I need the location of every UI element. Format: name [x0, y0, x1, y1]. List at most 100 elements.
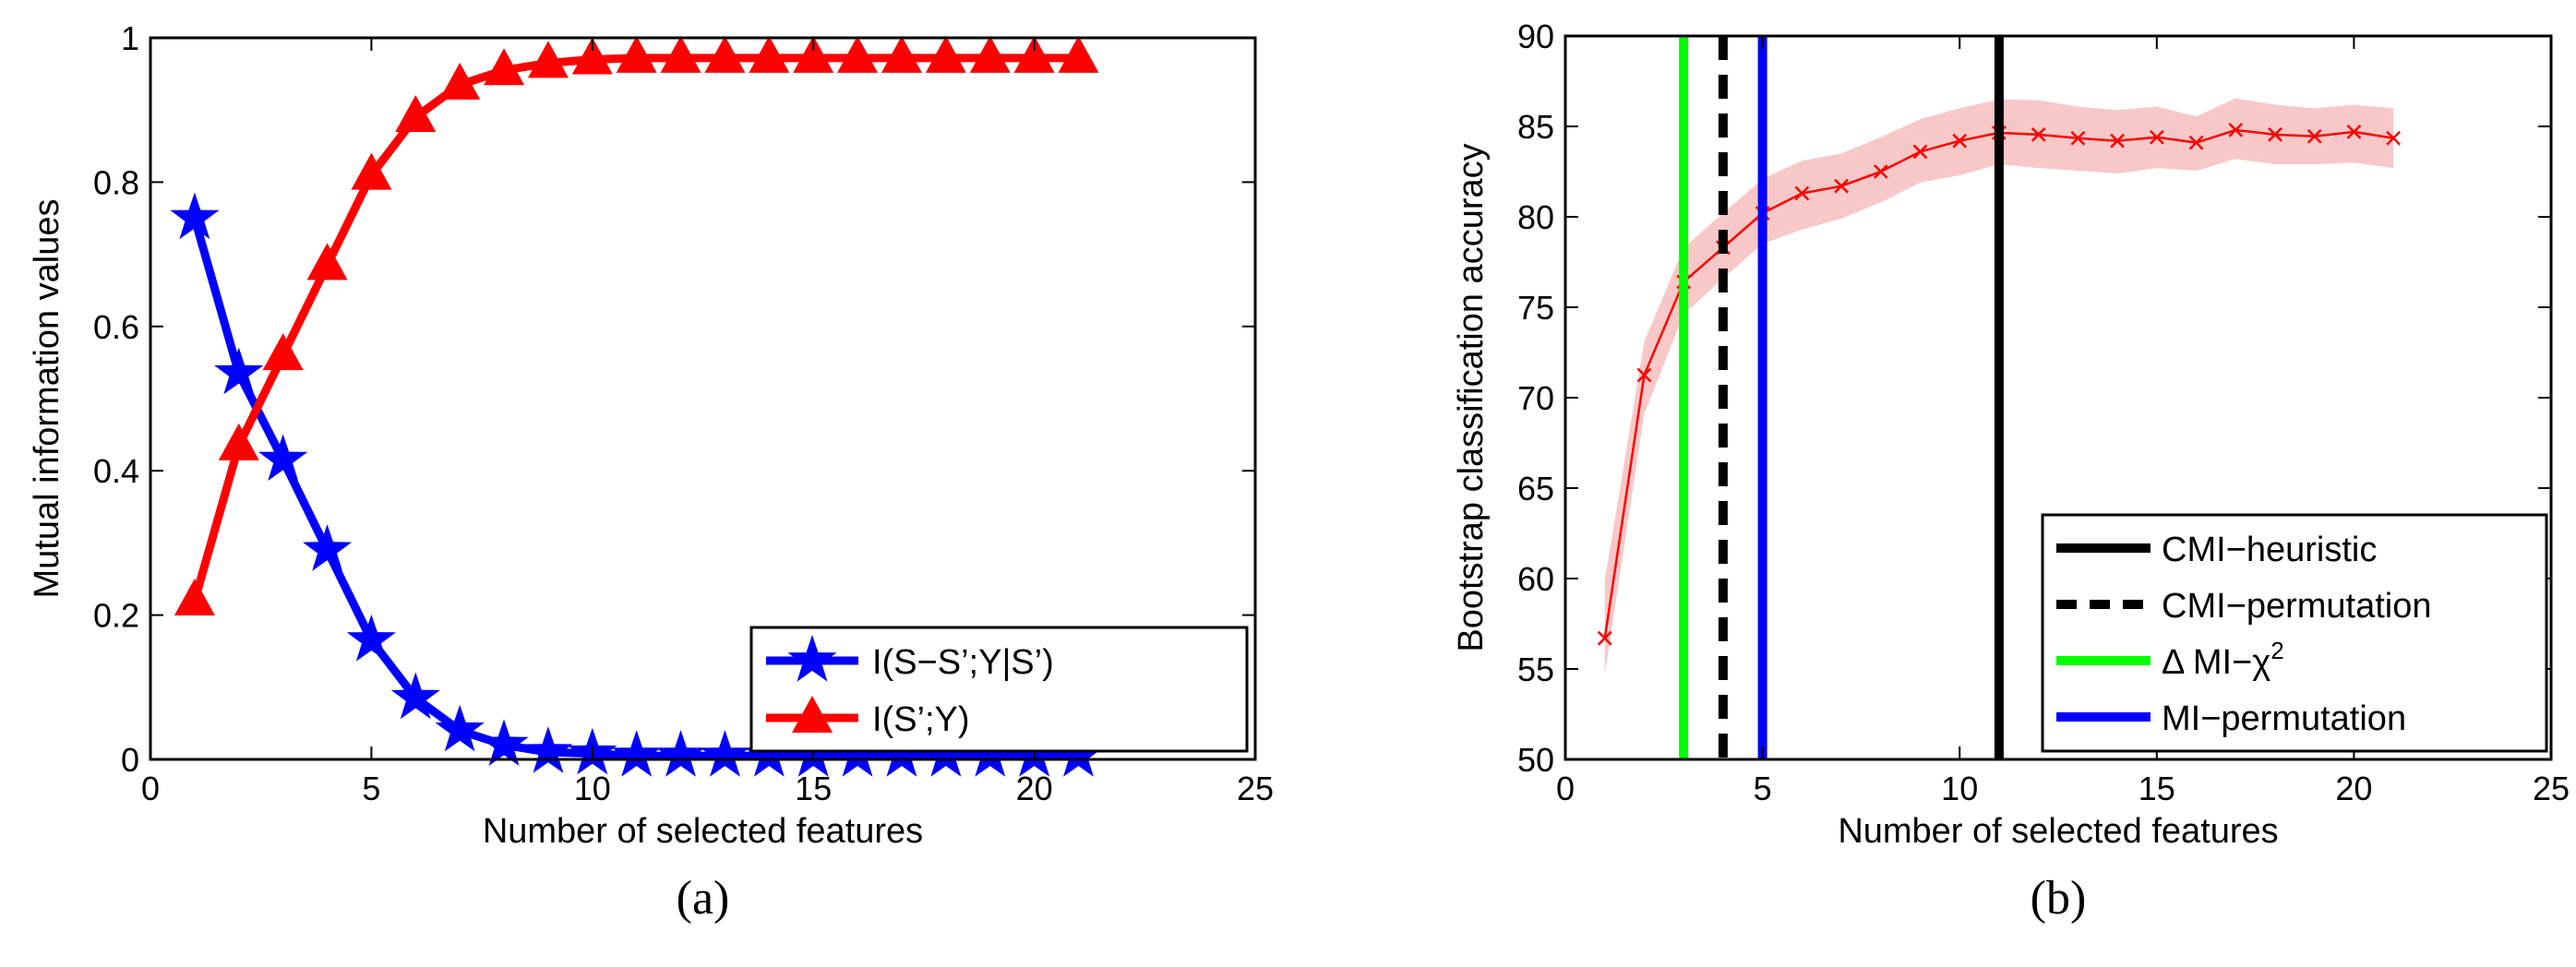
star-marker [214, 347, 264, 395]
y-tick-label: 0.4 [93, 452, 139, 490]
x-marker [2110, 133, 2125, 149]
legend-superscript: 2 [2270, 637, 2283, 664]
legend-label: MI−permutation [2162, 699, 2406, 738]
y-axis-label: Mutual information values [28, 199, 66, 599]
x-marker [1636, 367, 1652, 383]
triangle-marker [527, 41, 569, 78]
star-marker [258, 434, 308, 482]
x-tick-label: 20 [2335, 770, 2372, 807]
x-marker [2031, 126, 2046, 142]
panel-a: 0 5 10 15 20 25 0 0.2 0.4 0.6 0.8 1 Number of select… [28, 19, 1274, 925]
x-marker [2149, 129, 2164, 145]
y-tick-label: 0.2 [93, 597, 139, 635]
legend-label: I(S’;Y) [872, 700, 970, 739]
y-tick-label: 0.8 [93, 163, 139, 201]
triangle-marker [749, 35, 790, 73]
x-axis-label: Number of selected features [483, 812, 923, 851]
x-marker [2306, 128, 2322, 144]
x-marker [1912, 144, 1928, 160]
legend-label: I(S−S’;Y|S’) [872, 643, 1054, 682]
star-marker [744, 730, 794, 777]
legend-star-marker [787, 635, 837, 682]
star-marker [523, 726, 573, 773]
triangle-marker [395, 95, 437, 133]
star-marker [612, 730, 662, 777]
y-tick-label: 0.6 [93, 308, 139, 346]
y-tick-label: 75 [1517, 289, 1554, 327]
triangle-marker [262, 333, 304, 371]
triangle-marker [439, 62, 481, 100]
triangle-marker [484, 48, 525, 86]
panel-caption: (b) [2031, 872, 2087, 925]
triangle-marker [218, 423, 259, 460]
x-marker [1952, 133, 1968, 149]
y-tick-label: 1 [121, 19, 139, 57]
legend: CMI−heuristic CMI−permutation Δ MI−χ2 MI−pe… [2041, 513, 2548, 753]
panel-b: 0 5 10 15 20 25 50 55 60 65 70 75 80 85 90 Number of se… [1452, 18, 2570, 925]
star-marker [833, 730, 882, 777]
triangle-marker [969, 35, 1011, 73]
star-marker [390, 672, 440, 720]
y-tick-label: 55 [1517, 651, 1554, 688]
triangle-marker [660, 35, 701, 73]
triangle-marker [704, 35, 746, 73]
x-marker [2070, 130, 2086, 146]
star-marker [921, 730, 971, 777]
star-marker [435, 704, 485, 752]
triangle-marker [306, 243, 348, 281]
legend-label: CMI−permutation [2162, 587, 2432, 626]
x-tick-label: 10 [1941, 770, 1978, 807]
x-marker [1597, 630, 1612, 646]
x-tick-label: 5 [362, 770, 380, 807]
legend-label: CMI−heuristic [2162, 531, 2377, 569]
triangle-marker [174, 578, 215, 615]
x-marker [2188, 135, 2204, 150]
triangle-marker [1058, 35, 1099, 73]
legend-triangle-marker [792, 696, 833, 733]
triangle-marker [1013, 35, 1055, 73]
y-tick-label: 60 [1517, 560, 1554, 598]
triangle-marker [793, 35, 834, 73]
series-line-1 [190, 54, 1079, 603]
x-tick-label: 0 [1556, 770, 1575, 807]
star-marker [346, 615, 396, 662]
confidence-band [1604, 98, 2394, 675]
x-marker [2346, 124, 2362, 139]
x-tick-label: 10 [574, 770, 611, 807]
y-tick-label: 70 [1517, 379, 1554, 417]
x-tick-label: 15 [795, 770, 832, 807]
y-tick-label: 50 [1517, 741, 1554, 779]
triangle-marker [571, 37, 613, 75]
triangle-marker [351, 152, 392, 190]
x-marker [1873, 164, 1888, 179]
legend: I(S−S’;Y|S’) I(S’;Y) [749, 626, 1249, 753]
x-tick-label: 20 [1016, 770, 1053, 807]
x-tick-label: 5 [1754, 770, 1772, 807]
triangle-marker [616, 35, 657, 73]
x-marker [1834, 178, 1849, 194]
y-tick-label: 65 [1517, 470, 1554, 507]
x-tick-label: 25 [2533, 770, 2570, 807]
triangle-marker [925, 35, 966, 73]
x-marker [2386, 130, 2402, 146]
legend-box [749, 626, 1249, 753]
legend-label: Δ MI−χ2 [2162, 637, 2284, 682]
triangle-marker [881, 35, 922, 73]
y-axis-label: Bootstrap classification accuracy [1452, 143, 1491, 651]
y-tick-label: 0 [121, 741, 139, 779]
star-marker [302, 524, 353, 571]
panel-caption: (a) [677, 872, 730, 925]
x-marker [1794, 185, 1810, 201]
y-tick-label: 85 [1517, 108, 1554, 146]
star-marker [1053, 730, 1104, 777]
star-marker [170, 192, 220, 240]
x-marker [2228, 123, 2244, 137]
star-marker [655, 730, 706, 777]
x-axis-label: Number of selected features [1838, 812, 2278, 851]
y-tick-label: 90 [1517, 18, 1554, 55]
y-tick-label: 80 [1517, 198, 1554, 236]
axes-frame [149, 36, 1257, 761]
legend-box [2041, 513, 2548, 753]
x-tick-label: 15 [2139, 770, 2175, 807]
